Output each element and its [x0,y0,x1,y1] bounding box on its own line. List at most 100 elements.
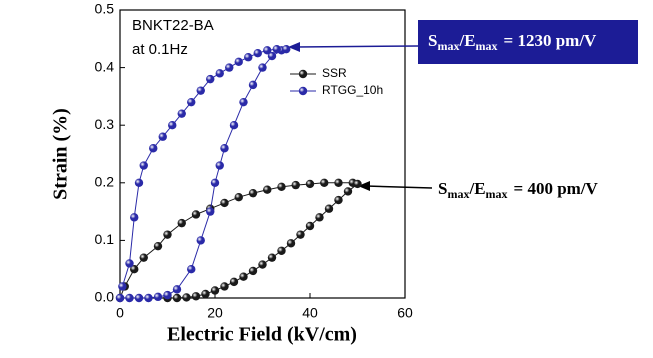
data-point [220,144,229,153]
x-tick-label: 20 [207,305,223,321]
x-tick-label: 0 [116,305,124,321]
data-point [215,161,224,170]
data-point [277,182,286,192]
legend-label: SSR [322,66,347,80]
y-axis-label: Strain (%) [50,108,72,200]
data-point [305,179,315,189]
callout-part: = 400 pm/V [514,179,599,198]
callout-part: /E [468,179,485,198]
legend-marker [298,69,308,79]
data-point [244,53,253,62]
data-point [144,293,153,303]
callout-part: /E [458,31,475,50]
y-tick-label: 0.1 [95,231,115,247]
note: BNKT22-BA [132,17,214,34]
data-point [168,121,177,130]
plot-frame [119,9,406,299]
data-point [296,230,305,239]
arrowhead [358,181,370,191]
arrow [295,45,419,48]
data-point [305,221,315,231]
callout-part: max [437,39,459,53]
data-point [343,187,353,196]
data-point [286,239,296,248]
data-point [177,218,186,228]
data-point [172,285,182,294]
data-point [267,253,277,262]
data-point [139,253,148,262]
data-point [353,179,362,189]
x-axis-label: Electric Field (kV/cm) [167,324,357,346]
data-point [253,49,262,58]
callout-part: max [476,39,498,53]
callout-box [418,20,638,64]
data-point [210,286,220,295]
x-tick-label: 40 [302,305,318,321]
data-point [118,282,127,291]
y-tick-label: 0.5 [95,1,115,17]
data-point [182,293,191,302]
data-point [130,213,139,222]
data-point [291,180,300,190]
data-point [139,161,148,170]
note: at 0.1Hz [132,41,188,58]
data-point [234,57,243,67]
data-point [272,44,281,54]
data-point [187,265,196,274]
legend-label: RTGG_10h [322,83,383,97]
data-point [282,44,291,54]
data-point [210,178,220,187]
data-point [115,293,125,303]
data-point [248,266,258,276]
callout-part: S [438,179,447,198]
data-point [220,198,229,208]
data-point [130,265,139,274]
data-point [149,144,158,153]
y-tick-label: 0.2 [95,174,115,190]
data-point [201,289,210,299]
callout-part: max [486,187,508,201]
data-point [220,282,229,291]
data-point [334,178,343,187]
y-tick-label: 0.4 [95,58,115,74]
data-point [229,277,239,287]
series-line [119,182,359,299]
arrow [365,185,433,189]
data-point [239,272,248,281]
data-point [172,293,182,303]
data-point [258,63,267,72]
data-point [153,292,163,302]
callout-part: = 1230 pm/V [504,31,598,50]
data-point [229,121,239,130]
callout-part: S [428,31,437,50]
y-tick-label: 0.3 [95,116,115,132]
data-point [163,290,172,300]
data-point [187,97,196,107]
data-point [248,188,258,198]
data-point [191,210,201,219]
arrowhead [288,42,300,52]
data-point [324,204,334,213]
data-point [248,80,258,90]
data-point [206,207,215,216]
data-point [277,246,286,255]
data-point [263,185,272,194]
data-point [267,51,277,61]
x-tick-label: 60 [397,305,413,321]
data-point [234,193,243,202]
legend-marker [298,86,308,96]
data-point [258,260,267,269]
data-point [320,178,329,187]
data-point [163,230,172,239]
data-point [215,69,224,78]
data-point [334,195,343,205]
data-point [191,292,201,301]
data-point [315,213,324,222]
data-point [239,97,248,107]
data-point [196,86,205,95]
y-tick-label: 0.0 [95,289,115,305]
data-point [196,236,205,245]
data-point [158,132,167,141]
data-point [206,74,215,84]
